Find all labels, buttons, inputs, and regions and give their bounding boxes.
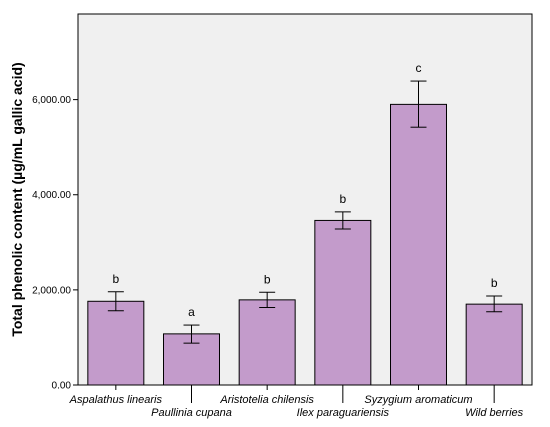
plot-area: [77, 13, 533, 386]
y-tick-label: 6,000.00: [32, 95, 71, 106]
x-tick-label: Ilex paraguariensis: [297, 407, 390, 419]
bar: [465, 303, 523, 386]
significance-label: b: [491, 276, 498, 290]
y-tick-label: 0.00: [52, 381, 72, 392]
x-tick-label: Wild berries: [465, 407, 523, 419]
bar: [238, 299, 296, 386]
significance-label: a: [188, 305, 195, 319]
significance-label: b: [339, 192, 346, 206]
y-tick-label: 2,000.00: [32, 285, 71, 296]
y-tick-label: 4,000.00: [32, 190, 71, 201]
y-axis-title: Total phenolic content (µg/mL gallic aci…: [9, 62, 25, 336]
x-tick-label: Paullinia cupana: [151, 407, 232, 419]
x-tick-label: Aristotelia chilensis: [219, 394, 314, 406]
bars-layer: b a b b c b: [87, 61, 523, 386]
significance-label: c: [416, 61, 422, 75]
y-axis: 0.00 2,000.00 4,000.00 6,000.00: [32, 95, 78, 392]
x-tick-label: Syzygium aromaticum: [364, 394, 472, 406]
significance-label: b: [264, 272, 271, 286]
bar: [87, 300, 145, 386]
significance-label: b: [112, 272, 119, 286]
bar: [390, 103, 447, 386]
bar: [314, 219, 372, 386]
x-tick-label: Aspalathus linearis: [69, 394, 163, 406]
